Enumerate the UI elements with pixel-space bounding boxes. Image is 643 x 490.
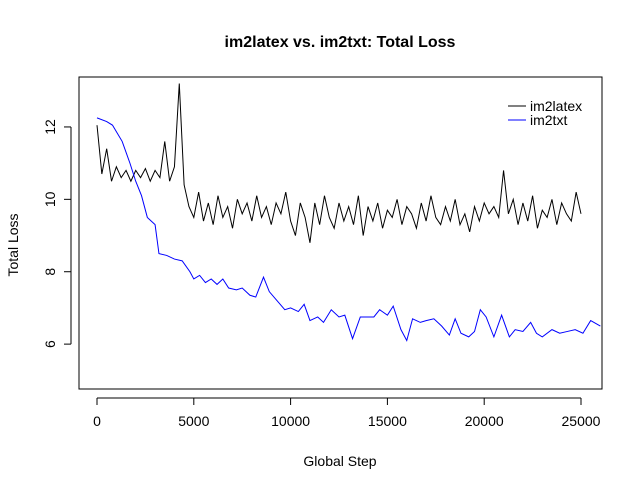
x-tick-label: 10000: [271, 413, 310, 429]
legend-label: im2latex: [530, 98, 582, 114]
y-tick-label: 8: [42, 268, 58, 276]
plot-box: [78, 76, 603, 390]
series-line: [96, 117, 601, 342]
series-line: [96, 83, 582, 243]
x-tick-label: 0: [93, 413, 101, 429]
x-tick-label: 20000: [465, 413, 504, 429]
x-tick-label: 5000: [178, 413, 209, 429]
y-tick-label: 6: [42, 340, 58, 348]
x-axis-label: Global Step: [303, 453, 376, 469]
y-tick-label: 10: [42, 191, 58, 207]
y-tick-label: 12: [42, 119, 58, 135]
y-axis-label: Total Loss: [5, 213, 21, 276]
x-tick-label: 25000: [562, 413, 601, 429]
chart-title: im2latex vs. im2txt: Total Loss: [225, 34, 456, 51]
legend-label: im2txt: [530, 112, 567, 128]
x-tick-label: 15000: [368, 413, 407, 429]
